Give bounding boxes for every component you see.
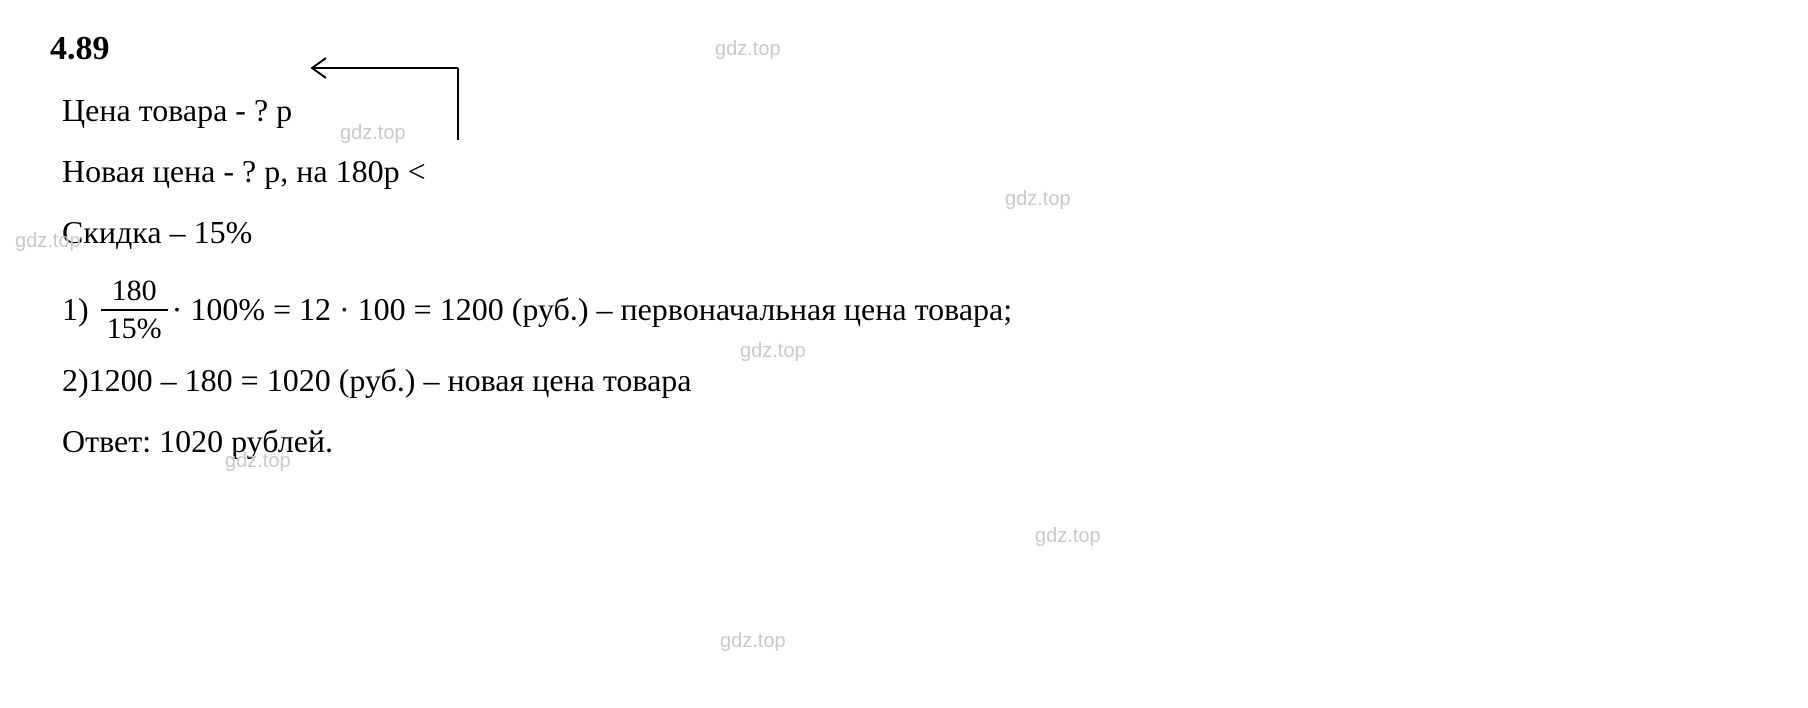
calc1-frac-num: 180 <box>106 275 163 307</box>
calc1-frac-den: 15% <box>101 313 168 345</box>
calc1-fraction: 180 15% <box>101 275 168 344</box>
calc2-index: 2) <box>62 356 89 406</box>
text-line-3: Скидка – 15% <box>62 208 252 258</box>
line-price-goods: Цена товара - ? р <box>50 86 1768 136</box>
page-root: 4.89 Цена товара - ? р Новая цена - ? р,… <box>0 0 1808 708</box>
arrow-svg <box>298 46 518 156</box>
calc-step-1: 1) 180 15% · 100% = 12 · 100 = 1200 (руб… <box>50 275 1768 344</box>
line-discount: Скидка – 15% <box>50 208 1768 258</box>
calc1-frac-bar <box>101 309 168 311</box>
watermark-8: gdz.top <box>720 630 786 653</box>
calc2-rest: 1200 – 180 = 1020 (руб.) – новая цена то… <box>89 356 692 406</box>
arrow-reference <box>298 86 518 136</box>
calc-step-2: 2) 1200 – 180 = 1020 (руб.) – новая цена… <box>50 356 1768 406</box>
answer-text: Ответ: 1020 рублей. <box>62 417 333 467</box>
text-line-1: Цена товара - ? р <box>62 86 292 136</box>
calc1-rest: · 100% = 12 · 100 = 1200 (руб.) – первон… <box>172 291 1012 328</box>
answer-line: Ответ: 1020 рублей. <box>50 417 1768 467</box>
calc1-index: 1) <box>62 291 89 328</box>
watermark-7: gdz.top <box>1035 525 1101 548</box>
